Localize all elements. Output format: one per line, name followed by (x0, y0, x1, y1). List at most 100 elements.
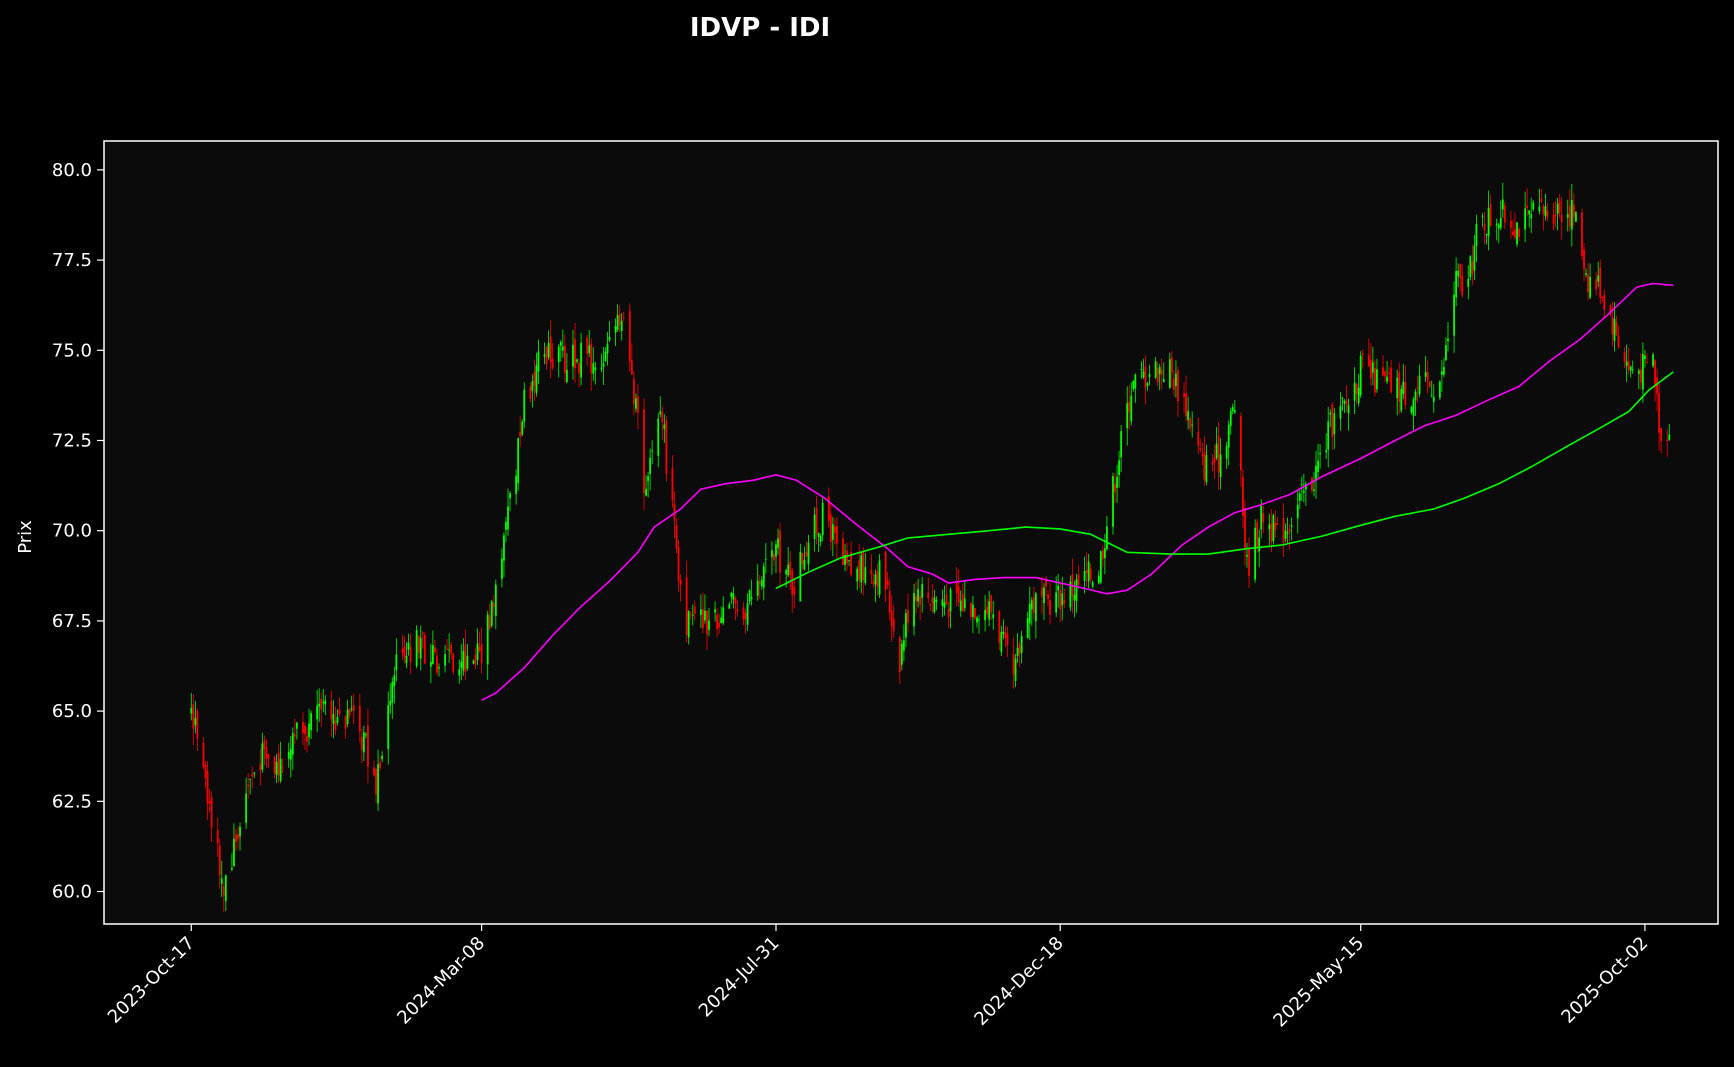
candle-body-403 (1333, 413, 1336, 435)
candle-body-269 (955, 581, 958, 594)
candle-body-35 (289, 749, 292, 760)
candle-body-318 (1091, 582, 1094, 587)
candle-body-508 (1631, 369, 1634, 371)
candle-body-340 (1156, 368, 1159, 383)
candle-body-397 (1317, 460, 1319, 472)
candle-body-139 (586, 337, 589, 354)
candle-body-497 (1601, 296, 1604, 298)
candle-body-15 (233, 838, 235, 867)
candle-body-373 (1248, 548, 1250, 576)
candle-body-273 (963, 598, 966, 609)
candle-body-320 (1099, 551, 1102, 583)
candle-body-512 (1644, 355, 1646, 360)
candle-body-74 (401, 648, 404, 653)
candle-body-248 (892, 618, 895, 632)
candle-body-103 (480, 644, 483, 664)
candle-body-449 (1467, 278, 1470, 287)
candle-body-217 (805, 551, 808, 557)
candle-body-484 (1566, 214, 1569, 218)
candle-body-80 (417, 635, 420, 654)
candle-body-67 (379, 762, 382, 768)
candle-body-189 (728, 604, 731, 609)
candle-body-69 (387, 705, 390, 749)
candle-body-172 (677, 547, 680, 581)
candle-body-394 (1311, 477, 1313, 491)
candle-body-418 (1376, 369, 1378, 390)
candle-body-180 (702, 609, 704, 628)
candle-body-72 (393, 675, 396, 687)
candle-body-130 (559, 341, 562, 346)
candle-body-308 (1063, 600, 1066, 604)
candle-body-338 (1148, 374, 1151, 377)
candle-body-203 (764, 558, 767, 560)
candle-body-84 (429, 661, 432, 667)
candle-body-432 (1416, 387, 1419, 389)
candle-body-326 (1116, 476, 1118, 488)
candle-body-335 (1142, 371, 1145, 378)
candle-body-100 (474, 654, 477, 665)
candle-body-280 (986, 606, 989, 615)
moving-average-lines (481, 282, 1674, 702)
candle-body-141 (590, 343, 593, 373)
candle-body-324 (1112, 476, 1114, 527)
candle-body-520 (1668, 434, 1671, 440)
candle-body-429 (1410, 407, 1413, 413)
candle-body-129 (557, 346, 560, 363)
candle-body-381 (1272, 515, 1275, 541)
candle-body-499 (1609, 305, 1612, 315)
candle-body-457 (1487, 208, 1490, 237)
candle-body-352 (1189, 418, 1192, 429)
candle-body-296 (1030, 600, 1033, 610)
candle-body-311 (1073, 594, 1076, 601)
candle-body-483 (1560, 214, 1563, 222)
candle-body-330 (1128, 401, 1131, 413)
candle-body-274 (969, 602, 972, 617)
candle-body-439 (1438, 381, 1441, 398)
candle-body-316 (1087, 561, 1090, 582)
candle-body-131 (561, 346, 564, 351)
candle-body-173 (679, 580, 682, 585)
candle-body-244 (884, 551, 887, 590)
candle-body-253 (907, 610, 909, 623)
candle-body-378 (1262, 513, 1265, 523)
candle-body-62 (364, 734, 367, 736)
candle-body-153 (622, 317, 625, 319)
candle-body-1 (192, 704, 195, 729)
candle-body-93 (452, 654, 455, 672)
candle-body-34 (287, 752, 290, 759)
candle-body-215 (801, 552, 804, 565)
candle-body-327 (1118, 460, 1120, 475)
candle-body-78 (409, 646, 412, 662)
candle-body-331 (1130, 395, 1133, 422)
candle-body-267 (947, 608, 950, 618)
candle-body-328 (1120, 431, 1123, 458)
candle-body-185 (716, 614, 719, 630)
candle-body-372 (1246, 554, 1248, 557)
candle-body-317 (1089, 568, 1092, 580)
candle-body-304 (1055, 592, 1058, 613)
candle-body-444 (1453, 294, 1455, 336)
candle-body-10 (218, 845, 221, 875)
candle-body-68 (381, 755, 384, 760)
candle-body-406 (1343, 400, 1346, 404)
candle-body-461 (1499, 218, 1502, 228)
candle-body-247 (890, 610, 893, 626)
candle-body-297 (1032, 597, 1035, 613)
candle-body-231 (846, 550, 848, 564)
candle-body-105 (488, 616, 491, 629)
candle-body-168 (665, 420, 668, 474)
candle-body-360 (1213, 457, 1216, 463)
candle-body-368 (1233, 410, 1236, 413)
candle-body-53 (338, 709, 341, 715)
candle-body-427 (1402, 381, 1405, 394)
candle-body-101 (476, 643, 479, 660)
candle-body-423 (1390, 367, 1393, 393)
candle-body-110 (503, 535, 505, 561)
candle-body-370 (1242, 476, 1244, 517)
candle-body-401 (1329, 412, 1332, 415)
candle-body-307 (1061, 593, 1064, 606)
candle-body-233 (850, 552, 853, 575)
candle-body-503 (1617, 335, 1620, 348)
candle-body-196 (746, 603, 749, 625)
candle-body-294 (1026, 617, 1029, 638)
